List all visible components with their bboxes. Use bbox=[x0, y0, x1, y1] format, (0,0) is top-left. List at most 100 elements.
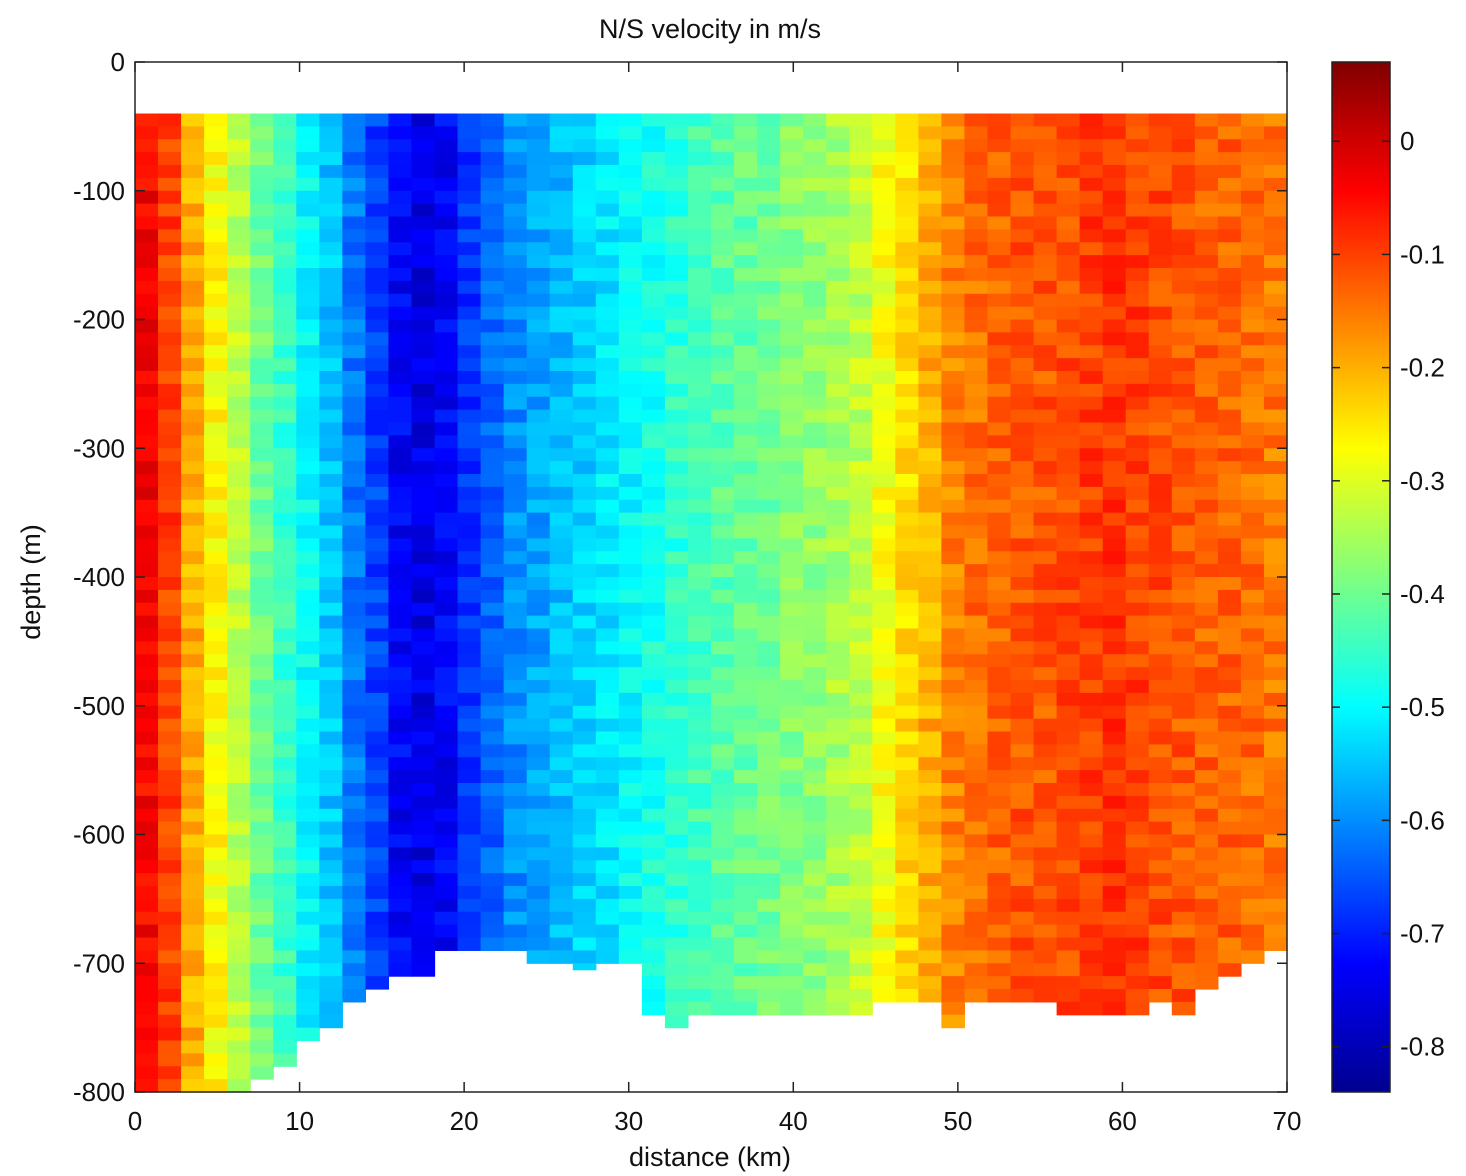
heatmap-cell bbox=[227, 602, 251, 617]
heatmap-cell bbox=[204, 589, 228, 604]
heatmap-cell bbox=[895, 396, 919, 411]
heatmap-cell bbox=[434, 886, 459, 900]
heatmap-cell bbox=[1079, 795, 1104, 810]
heatmap-cell bbox=[618, 280, 643, 295]
heatmap-cell bbox=[1217, 371, 1242, 385]
heatmap-cell bbox=[1263, 937, 1288, 951]
heatmap-cell bbox=[227, 705, 251, 720]
heatmap-cell bbox=[549, 731, 574, 745]
heatmap-cell bbox=[1079, 898, 1104, 913]
heatmap-cell bbox=[296, 190, 320, 205]
heatmap-cell bbox=[296, 641, 320, 655]
heatmap-cell bbox=[987, 280, 1012, 295]
heatmap-cell bbox=[296, 332, 320, 346]
heatmap-cell bbox=[1056, 628, 1081, 642]
heatmap-cell bbox=[135, 319, 159, 333]
heatmap-cell bbox=[1102, 396, 1127, 411]
heatmap-cell bbox=[987, 409, 1012, 424]
heatmap-cell bbox=[918, 113, 942, 127]
heatmap-cell bbox=[941, 371, 966, 385]
heatmap-cell bbox=[1217, 718, 1242, 733]
heatmap-cell bbox=[964, 615, 989, 630]
heatmap-cell bbox=[803, 937, 827, 951]
heatmap-cell bbox=[227, 435, 251, 449]
heatmap-cell bbox=[296, 422, 320, 436]
heatmap-cell bbox=[1217, 358, 1242, 372]
heatmap-cell bbox=[480, 692, 505, 707]
heatmap-cell bbox=[687, 152, 712, 166]
heatmap-cell bbox=[1125, 950, 1150, 964]
heatmap-cell bbox=[987, 615, 1012, 630]
heatmap-cell bbox=[641, 345, 666, 359]
heatmap-cell bbox=[135, 538, 159, 552]
heatmap-cell bbox=[250, 448, 274, 462]
heatmap-cell bbox=[1033, 203, 1058, 218]
heatmap-cell bbox=[872, 203, 896, 218]
heatmap-cell bbox=[987, 396, 1012, 411]
heatmap-cell bbox=[1079, 705, 1104, 720]
heatmap-cell bbox=[411, 680, 436, 694]
heatmap-cell bbox=[1148, 667, 1173, 681]
heatmap-cell bbox=[1010, 383, 1035, 398]
heatmap-cell bbox=[618, 383, 643, 398]
heatmap-cell bbox=[572, 177, 597, 192]
heatmap-cell bbox=[342, 190, 366, 205]
heatmap-cell bbox=[964, 474, 989, 488]
heatmap-cell bbox=[734, 255, 758, 269]
heatmap-cell bbox=[1263, 744, 1288, 758]
heatmap-cell bbox=[1263, 268, 1288, 282]
heatmap-cell bbox=[641, 474, 666, 488]
heatmap-cell bbox=[204, 1001, 228, 1016]
heatmap-cell bbox=[1217, 783, 1242, 797]
heatmap-cell bbox=[872, 834, 896, 848]
x-tick-label: 50 bbox=[943, 1106, 972, 1136]
heatmap-cell bbox=[1217, 396, 1242, 411]
heatmap-cell bbox=[158, 834, 182, 848]
heatmap-cell bbox=[549, 924, 574, 939]
heatmap-cell bbox=[941, 860, 966, 874]
heatmap-cell bbox=[641, 525, 666, 539]
heatmap-cell bbox=[549, 847, 574, 861]
heatmap-cell bbox=[158, 770, 182, 784]
heatmap-cell bbox=[503, 808, 528, 823]
heatmap-cell bbox=[158, 924, 182, 939]
heatmap-cell bbox=[1056, 525, 1081, 539]
heatmap-cell bbox=[826, 834, 850, 848]
heatmap-cell bbox=[434, 280, 459, 295]
heatmap-cell bbox=[1079, 177, 1104, 192]
heatmap-cell bbox=[158, 293, 182, 308]
heatmap-cell bbox=[342, 911, 366, 926]
heatmap-cell bbox=[1079, 165, 1104, 179]
heatmap-cell bbox=[664, 976, 689, 990]
heatmap-cell bbox=[342, 139, 366, 153]
heatmap-cell bbox=[1056, 512, 1081, 527]
heatmap-cell bbox=[135, 705, 159, 720]
heatmap-cell bbox=[711, 667, 735, 681]
heatmap-cell bbox=[1194, 538, 1219, 552]
heatmap-cell bbox=[1033, 989, 1058, 1003]
heatmap-cell bbox=[757, 898, 781, 913]
heatmap-cell bbox=[1217, 795, 1242, 810]
heatmap-cell bbox=[872, 705, 896, 720]
heatmap-cell bbox=[1056, 564, 1081, 578]
heatmap-cell bbox=[1125, 821, 1150, 836]
heatmap-cell bbox=[250, 383, 274, 398]
heatmap-cell bbox=[1010, 654, 1035, 668]
heatmap-cell bbox=[572, 783, 597, 797]
heatmap-cell bbox=[1171, 512, 1196, 527]
heatmap-cell bbox=[457, 203, 482, 218]
heatmap-cell bbox=[895, 718, 919, 733]
heatmap-cell bbox=[1263, 461, 1288, 475]
heatmap-cell bbox=[1194, 795, 1219, 810]
heatmap-cell bbox=[1033, 628, 1058, 642]
heatmap-cell bbox=[1033, 692, 1058, 707]
heatmap-cell bbox=[595, 950, 620, 964]
heatmap-cell bbox=[1033, 126, 1058, 140]
heatmap-cell bbox=[964, 963, 989, 977]
heatmap-cell bbox=[1102, 821, 1127, 836]
heatmap-cell bbox=[1171, 177, 1196, 192]
heatmap-cell bbox=[342, 654, 366, 668]
heatmap-cell bbox=[411, 525, 436, 539]
heatmap-cell bbox=[826, 474, 850, 488]
heatmap-cell bbox=[273, 589, 297, 604]
